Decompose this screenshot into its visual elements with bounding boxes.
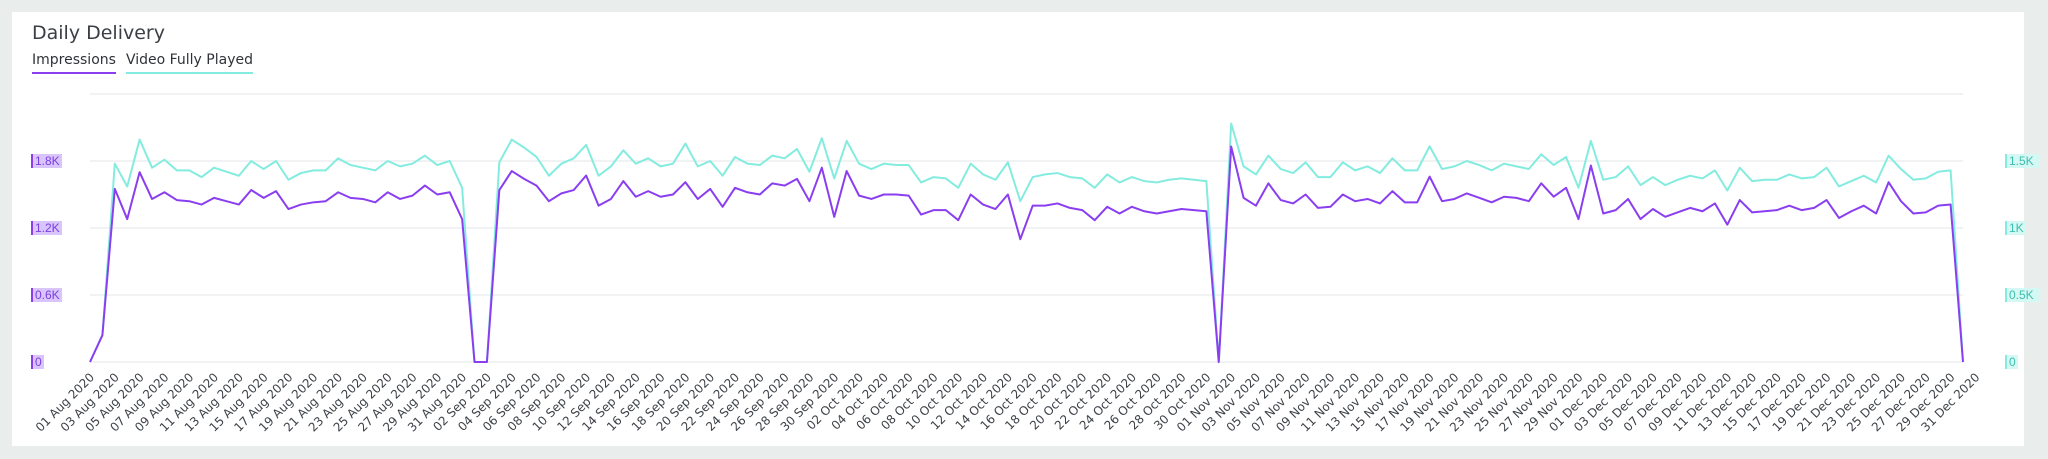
y-left-tick-label: 1.8K (35, 154, 60, 168)
y-left-tick-label: 0.6K (35, 288, 60, 302)
series-line-impressions (89, 145, 1964, 363)
legend-item-video-fully-played[interactable]: Video Fully Played (125, 52, 253, 74)
y-right-tick-badge (2006, 355, 2018, 369)
y-right-tick-badge (2006, 154, 2040, 168)
y-left-tick-label: 1.2K (35, 221, 60, 235)
legend: Impressions Video Fully Played (32, 52, 253, 74)
y-left-tick-label: 0 (35, 355, 42, 369)
y-right-tick-label: 0.5K (2009, 288, 2034, 302)
y-right-tick-label: 0 (2009, 355, 2016, 369)
legend-item-impressions[interactable]: Impressions (32, 52, 116, 74)
series-line-video-fully-played (89, 122, 1964, 363)
y-right-tick-label: 1K (2009, 221, 2024, 235)
y-left-tick-badge (32, 154, 62, 168)
y-right-tick-label: 1.5K (2009, 154, 2034, 168)
y-left-tick-badge (32, 355, 44, 369)
y-right-tick-badge (2006, 288, 2040, 302)
y-left-tick-badge (32, 221, 62, 235)
y-right-tick-badge (2006, 221, 2026, 235)
chart-title: Daily Delivery (32, 22, 165, 44)
y-left-tick-badge (32, 288, 62, 302)
